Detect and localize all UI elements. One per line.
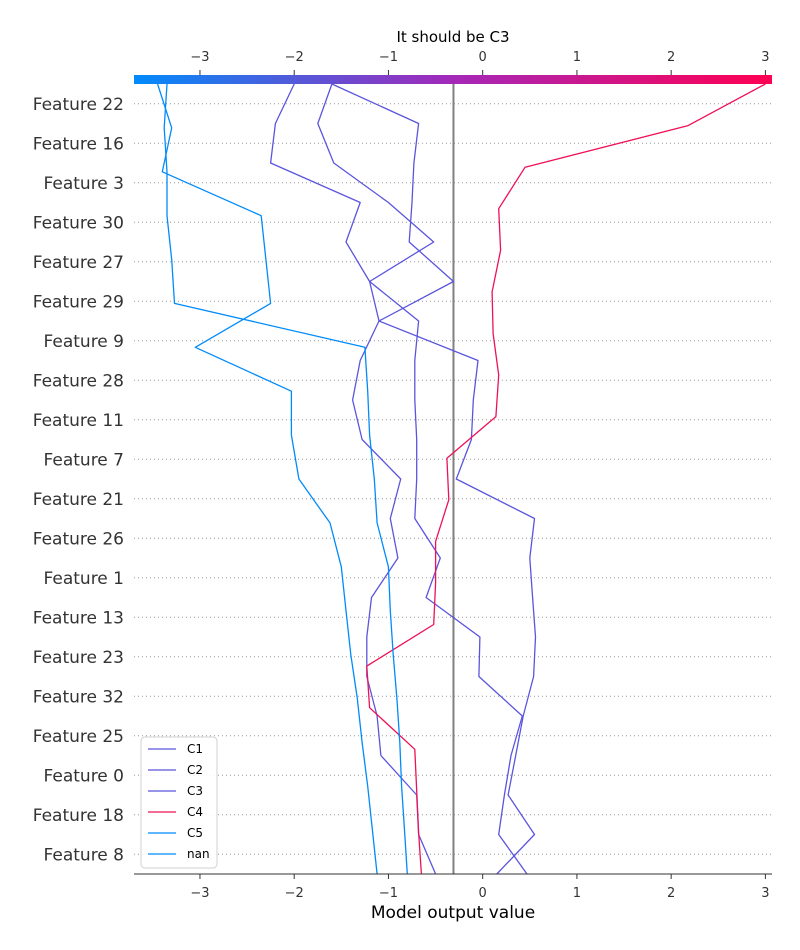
feature-label: Feature 8 — [44, 845, 124, 865]
feature-labels: Feature 22 Feature 16 Feature 3 Feature 30 F… — [33, 95, 124, 866]
color-bar — [134, 75, 772, 84]
feature-label: Feature 9 — [44, 332, 124, 352]
legend-label: C1 — [187, 742, 203, 756]
bottom-tick-label: −2 — [285, 886, 304, 901]
feature-label: Feature 0 — [44, 766, 124, 786]
legend-label: C2 — [187, 763, 203, 777]
feature-label: Feature 25 — [33, 727, 124, 747]
feature-label: Feature 30 — [33, 213, 124, 233]
top-tick-label: 1 — [573, 50, 581, 65]
chart-title: It should be C3 — [396, 28, 509, 46]
legend-label: C5 — [187, 826, 203, 840]
feature-label: Feature 3 — [44, 174, 124, 194]
feature-label: Feature 18 — [33, 806, 124, 826]
top-tick-label: −2 — [285, 50, 304, 65]
feature-label: Feature 1 — [44, 569, 124, 589]
feature-label: Feature 29 — [33, 292, 124, 312]
bottom-axis: −3 −2 −1 0 1 2 3 — [190, 874, 770, 901]
series-line-c1 — [269, 83, 437, 875]
bottom-tick-label: 3 — [761, 886, 769, 901]
top-tick-label: −3 — [190, 50, 209, 65]
top-tick-label: −1 — [379, 50, 398, 65]
feature-label: Feature 11 — [33, 411, 124, 431]
feature-label: Feature 26 — [33, 529, 124, 549]
bottom-tick-label: −3 — [190, 886, 209, 901]
bottom-tick-label: 0 — [479, 886, 487, 901]
series-line-c4 — [366, 83, 766, 875]
feature-label: Feature 32 — [33, 687, 124, 707]
feature-label: Feature 7 — [44, 450, 124, 470]
top-axis: −3 −2 −1 0 1 2 3 — [190, 50, 770, 75]
x-axis-label: Model output value — [371, 903, 535, 923]
feature-label: Feature 16 — [33, 134, 124, 154]
bottom-tick-label: 2 — [667, 886, 675, 901]
series-line-c2 — [331, 83, 537, 875]
feature-label: Feature 22 — [33, 95, 124, 115]
top-tick-label: 2 — [667, 50, 675, 65]
feature-label: Feature 27 — [33, 253, 124, 273]
bottom-tick-label: −1 — [379, 886, 398, 901]
top-tick-label: 3 — [761, 50, 769, 65]
feature-label: Feature 23 — [33, 648, 124, 668]
legend-label: C3 — [187, 784, 203, 798]
series-line-c5 — [156, 83, 378, 875]
top-tick-label: 0 — [479, 50, 487, 65]
legend-label: nan — [187, 847, 210, 861]
series-line-nan — [163, 83, 408, 875]
feature-label: Feature 21 — [33, 490, 124, 510]
feature-label: Feature 13 — [33, 608, 124, 628]
legend-label: C4 — [187, 805, 203, 819]
series-lines — [156, 83, 766, 875]
bottom-tick-label: 1 — [573, 886, 581, 901]
legend: C1 C2 C3 C4 C5 nan — [140, 736, 218, 869]
feature-label: Feature 28 — [33, 371, 124, 391]
series-line-c3 — [317, 83, 528, 875]
